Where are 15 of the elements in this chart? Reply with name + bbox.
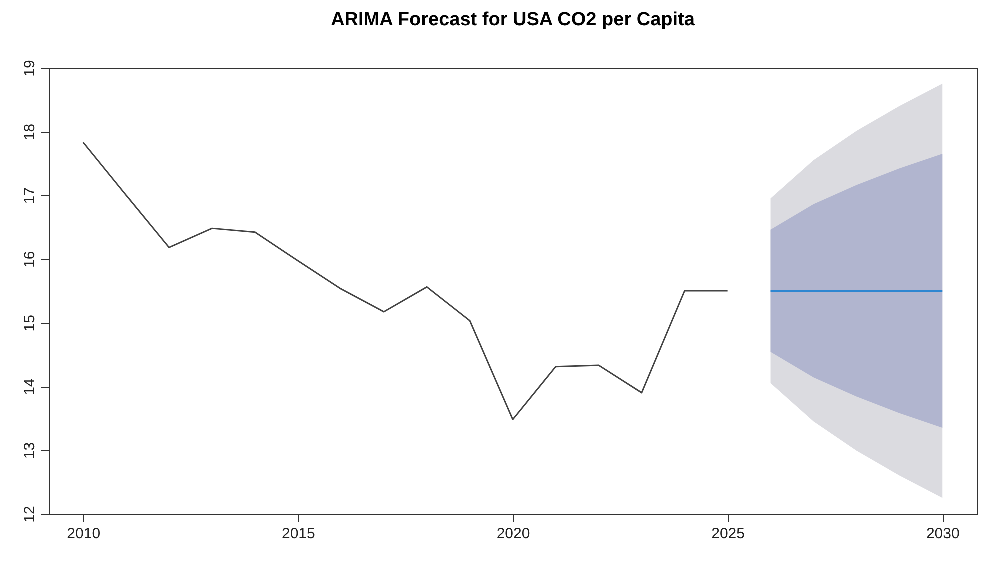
x-tick-label: 2010 xyxy=(67,526,101,542)
x-tick-label: 2015 xyxy=(282,526,316,542)
x-tick-label: 2020 xyxy=(496,526,530,542)
y-tick-label: 14 xyxy=(22,378,38,396)
line-series xyxy=(82,142,729,420)
y-tick-label: 15 xyxy=(22,315,38,332)
y-tick-label: 17 xyxy=(22,188,38,204)
x-tick-label: 2025 xyxy=(712,526,745,542)
y-tick-label: 19 xyxy=(22,60,38,77)
y-tick-label: 18 xyxy=(22,124,38,141)
x-tick-label: 2030 xyxy=(926,526,960,542)
y-tick-label: 12 xyxy=(22,506,38,523)
chart-title: ARIMA Forecast for USA CO2 per Capita xyxy=(331,10,696,31)
y-tick-label: 13 xyxy=(22,442,38,460)
y-tick-label: 16 xyxy=(22,251,38,268)
